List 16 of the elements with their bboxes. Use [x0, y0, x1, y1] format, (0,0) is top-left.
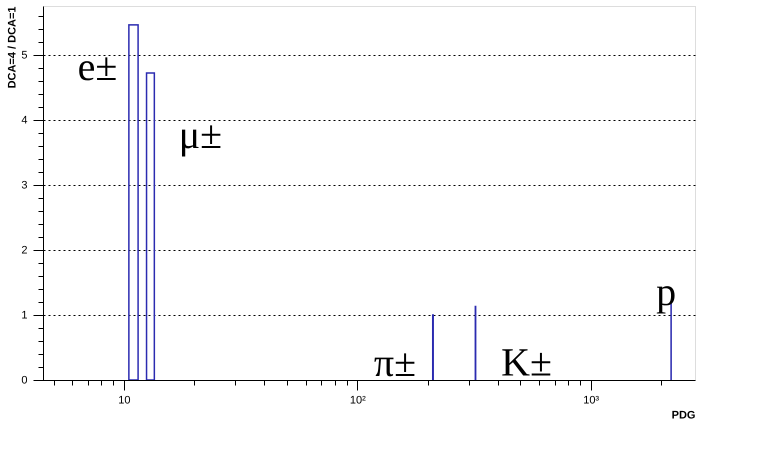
- y-tick-label: 2: [21, 244, 28, 256]
- x-tick-label: 10: [118, 394, 131, 406]
- x-tick-label: 10²: [350, 394, 366, 406]
- y-tick-label: 5: [21, 49, 28, 62]
- annotation: p: [656, 268, 676, 314]
- annotation: μ±: [178, 112, 222, 157]
- annotation: π±: [374, 340, 416, 385]
- y-tick-label: 0: [21, 374, 28, 386]
- y-tick-label: 4: [21, 114, 28, 126]
- x-axis-title: PDG: [672, 410, 696, 422]
- y-axis-title: DCA=4 / DCA=1: [6, 6, 18, 88]
- y-tick-label: 3: [21, 179, 28, 192]
- annotation: e±: [78, 44, 118, 89]
- x-tick-label: 10³: [583, 394, 600, 406]
- annotation: K±: [501, 340, 552, 384]
- y-tick-label: 1: [21, 309, 28, 322]
